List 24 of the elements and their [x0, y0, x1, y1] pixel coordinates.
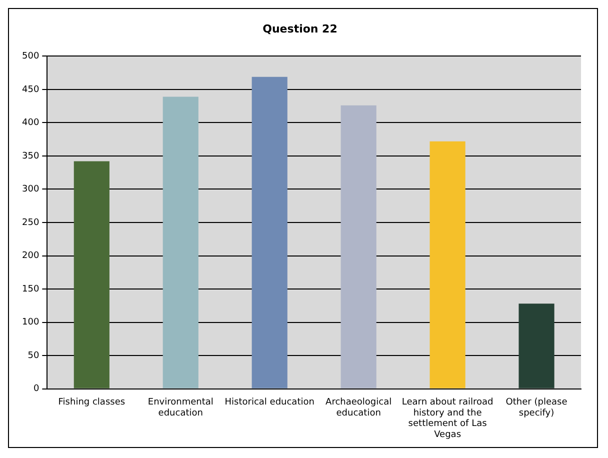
y-tick-label: 0 [33, 384, 40, 394]
y-tick-label: 250 [22, 218, 40, 228]
x-tick-label: Fishing classes [58, 398, 126, 408]
y-tick-label: 300 [22, 184, 40, 195]
y-tick-label: 500 [22, 52, 40, 62]
bar [74, 161, 110, 388]
x-tick-label: Archaeological education [326, 398, 392, 418]
y-tick-label: 200 [22, 251, 40, 262]
bar [162, 96, 198, 388]
y-tick-label: 400 [22, 118, 40, 128]
bar [518, 304, 554, 388]
bar [340, 105, 376, 388]
chart-title: Question 22 [262, 22, 338, 36]
bar [430, 141, 466, 388]
y-tick-label: 150 [22, 284, 40, 294]
y-tick-label: 100 [22, 318, 40, 328]
x-tick-label: Historical education [224, 398, 314, 408]
y-tick-label: 50 [28, 350, 40, 361]
bar [252, 76, 288, 388]
y-tick-label: 450 [22, 84, 40, 95]
y-tick-label: 350 [22, 151, 40, 162]
x-tick-label: Learn about railroad history and the settlement of Las Vegas [402, 398, 494, 440]
x-tick-label: Environmental education [148, 398, 214, 418]
x-tick-label: Other (please specify) [506, 398, 568, 418]
